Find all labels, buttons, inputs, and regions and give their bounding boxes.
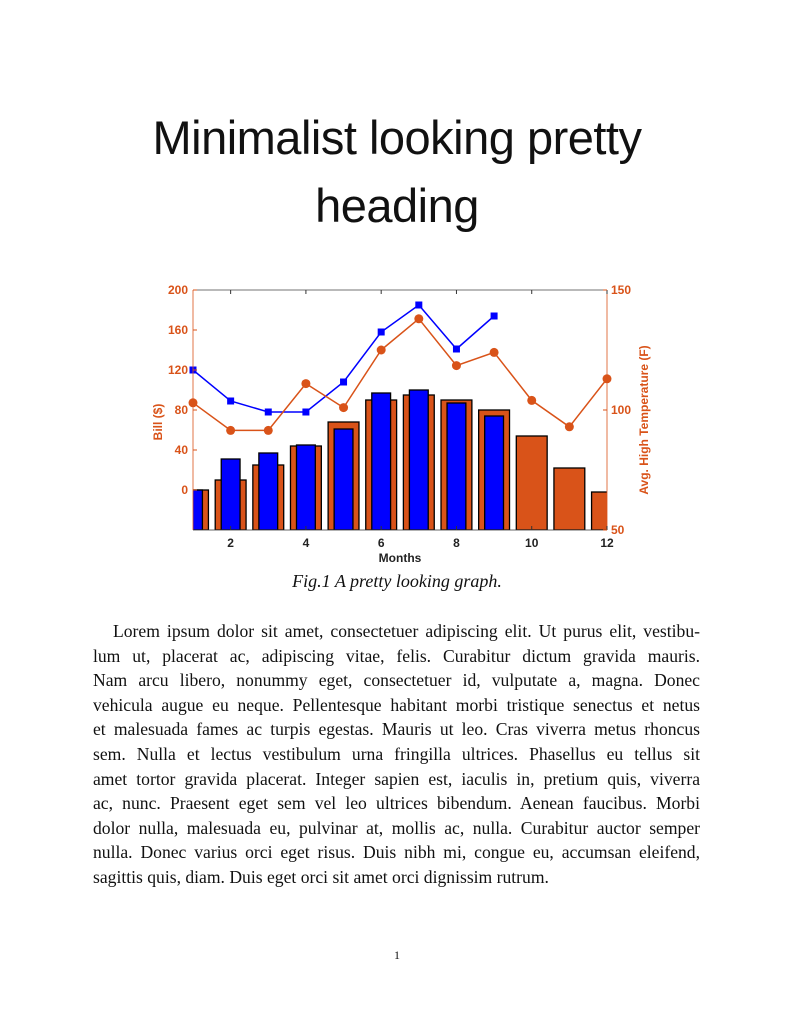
bar-blue xyxy=(371,392,392,530)
bar-orange xyxy=(515,435,548,530)
bar-blue xyxy=(258,452,279,530)
x-tick-label: 4 xyxy=(303,536,310,550)
y-left-tick-label: 120 xyxy=(168,363,188,377)
marker-circle xyxy=(376,345,386,355)
y-left-axis-label: Bill ($) xyxy=(151,404,165,441)
marker-circle xyxy=(564,422,574,432)
bar-orange xyxy=(553,467,586,530)
paragraph-line: nulla. Donec varius orci eget risus. Dui… xyxy=(93,842,700,863)
x-tick-label: 12 xyxy=(600,536,614,550)
marker-square xyxy=(377,328,385,336)
y-right-tick-label: 50 xyxy=(611,523,625,537)
y-right-tick-label: 150 xyxy=(611,283,631,297)
page-heading-line-2: heading xyxy=(315,179,479,232)
bar-blue xyxy=(333,428,354,530)
paragraph-line: lum ut, placerat ac, adipiscing vitae, f… xyxy=(93,645,700,666)
paragraph-line: sem. Nulla et lectus vestibulum urna fri… xyxy=(93,743,700,764)
marker-square xyxy=(452,345,460,353)
paragraph-line: sagittis quis, diam. Duis eget orci sit … xyxy=(93,866,549,887)
marker-square xyxy=(490,312,498,320)
figure-caption: Fig.1 A pretty looking graph. xyxy=(292,571,502,591)
y-right-axis-label: Avg. High Temperature (F) xyxy=(637,345,651,494)
marker-circle xyxy=(451,361,461,371)
body-paragraph: Lorem ipsum dolor sit amet, consectetuer… xyxy=(93,619,700,890)
marker-circle xyxy=(226,425,236,435)
page-number: 1 xyxy=(394,948,400,962)
y-left-tick-label: 200 xyxy=(168,283,188,297)
x-tick-label: 6 xyxy=(378,536,385,550)
bar-blue xyxy=(295,444,316,530)
marker-square xyxy=(340,378,348,386)
marker-square xyxy=(415,301,423,309)
marker-square xyxy=(302,408,310,416)
bar-blue xyxy=(220,458,241,530)
y-left-tick-label: 80 xyxy=(175,403,189,417)
x-axis-label: Months xyxy=(379,551,422,565)
paragraph-line: dolor nulla, malesuada eu, pulvinar at, … xyxy=(93,817,700,838)
bar-blue xyxy=(446,402,467,530)
marker-circle xyxy=(489,347,499,357)
bar-orange xyxy=(590,491,607,530)
x-tick-label: 10 xyxy=(525,536,539,550)
line-circle xyxy=(192,317,608,432)
bar-blue xyxy=(408,389,429,530)
marker-circle xyxy=(414,314,424,324)
bar-blue xyxy=(484,415,505,530)
paragraph-line: ac, nunc. Praesent eget sem vel leo ultr… xyxy=(93,793,700,814)
y-left-tick-label: 160 xyxy=(168,323,188,337)
paragraph-line: Nam arcu libero, nonummy eget, consectet… xyxy=(93,670,700,691)
x-tick-label: 2 xyxy=(227,536,234,550)
paragraph-line: vehicula augue eu neque. Pellentesque ha… xyxy=(93,694,700,715)
bar-blue xyxy=(193,489,204,530)
y-right-tick-label: 100 xyxy=(611,403,631,417)
paragraph-line: amet tortor gravida placerat. Integer sa… xyxy=(93,768,700,789)
paragraph-line: Lorem ipsum dolor sit amet, consectetuer… xyxy=(113,621,700,641)
page-heading-line-1: Minimalist looking pretty xyxy=(152,111,642,164)
y-left-tick-label: 0 xyxy=(181,483,188,497)
combo-chart: 2 4 6 8 10 120408012016020050100150MonthsBill… xyxy=(151,283,651,565)
marker-circle xyxy=(301,379,311,389)
marker-square xyxy=(264,408,272,416)
paragraph-line: et malesuada fames ac turpis egestas. Ma… xyxy=(93,719,700,740)
x-tick-label: 8 xyxy=(453,536,460,550)
line-square xyxy=(192,303,495,413)
marker-circle xyxy=(263,425,273,435)
marker-circle xyxy=(527,395,537,405)
y-left-tick-label: 40 xyxy=(175,443,189,457)
marker-square xyxy=(227,397,235,405)
marker-circle xyxy=(339,403,349,413)
